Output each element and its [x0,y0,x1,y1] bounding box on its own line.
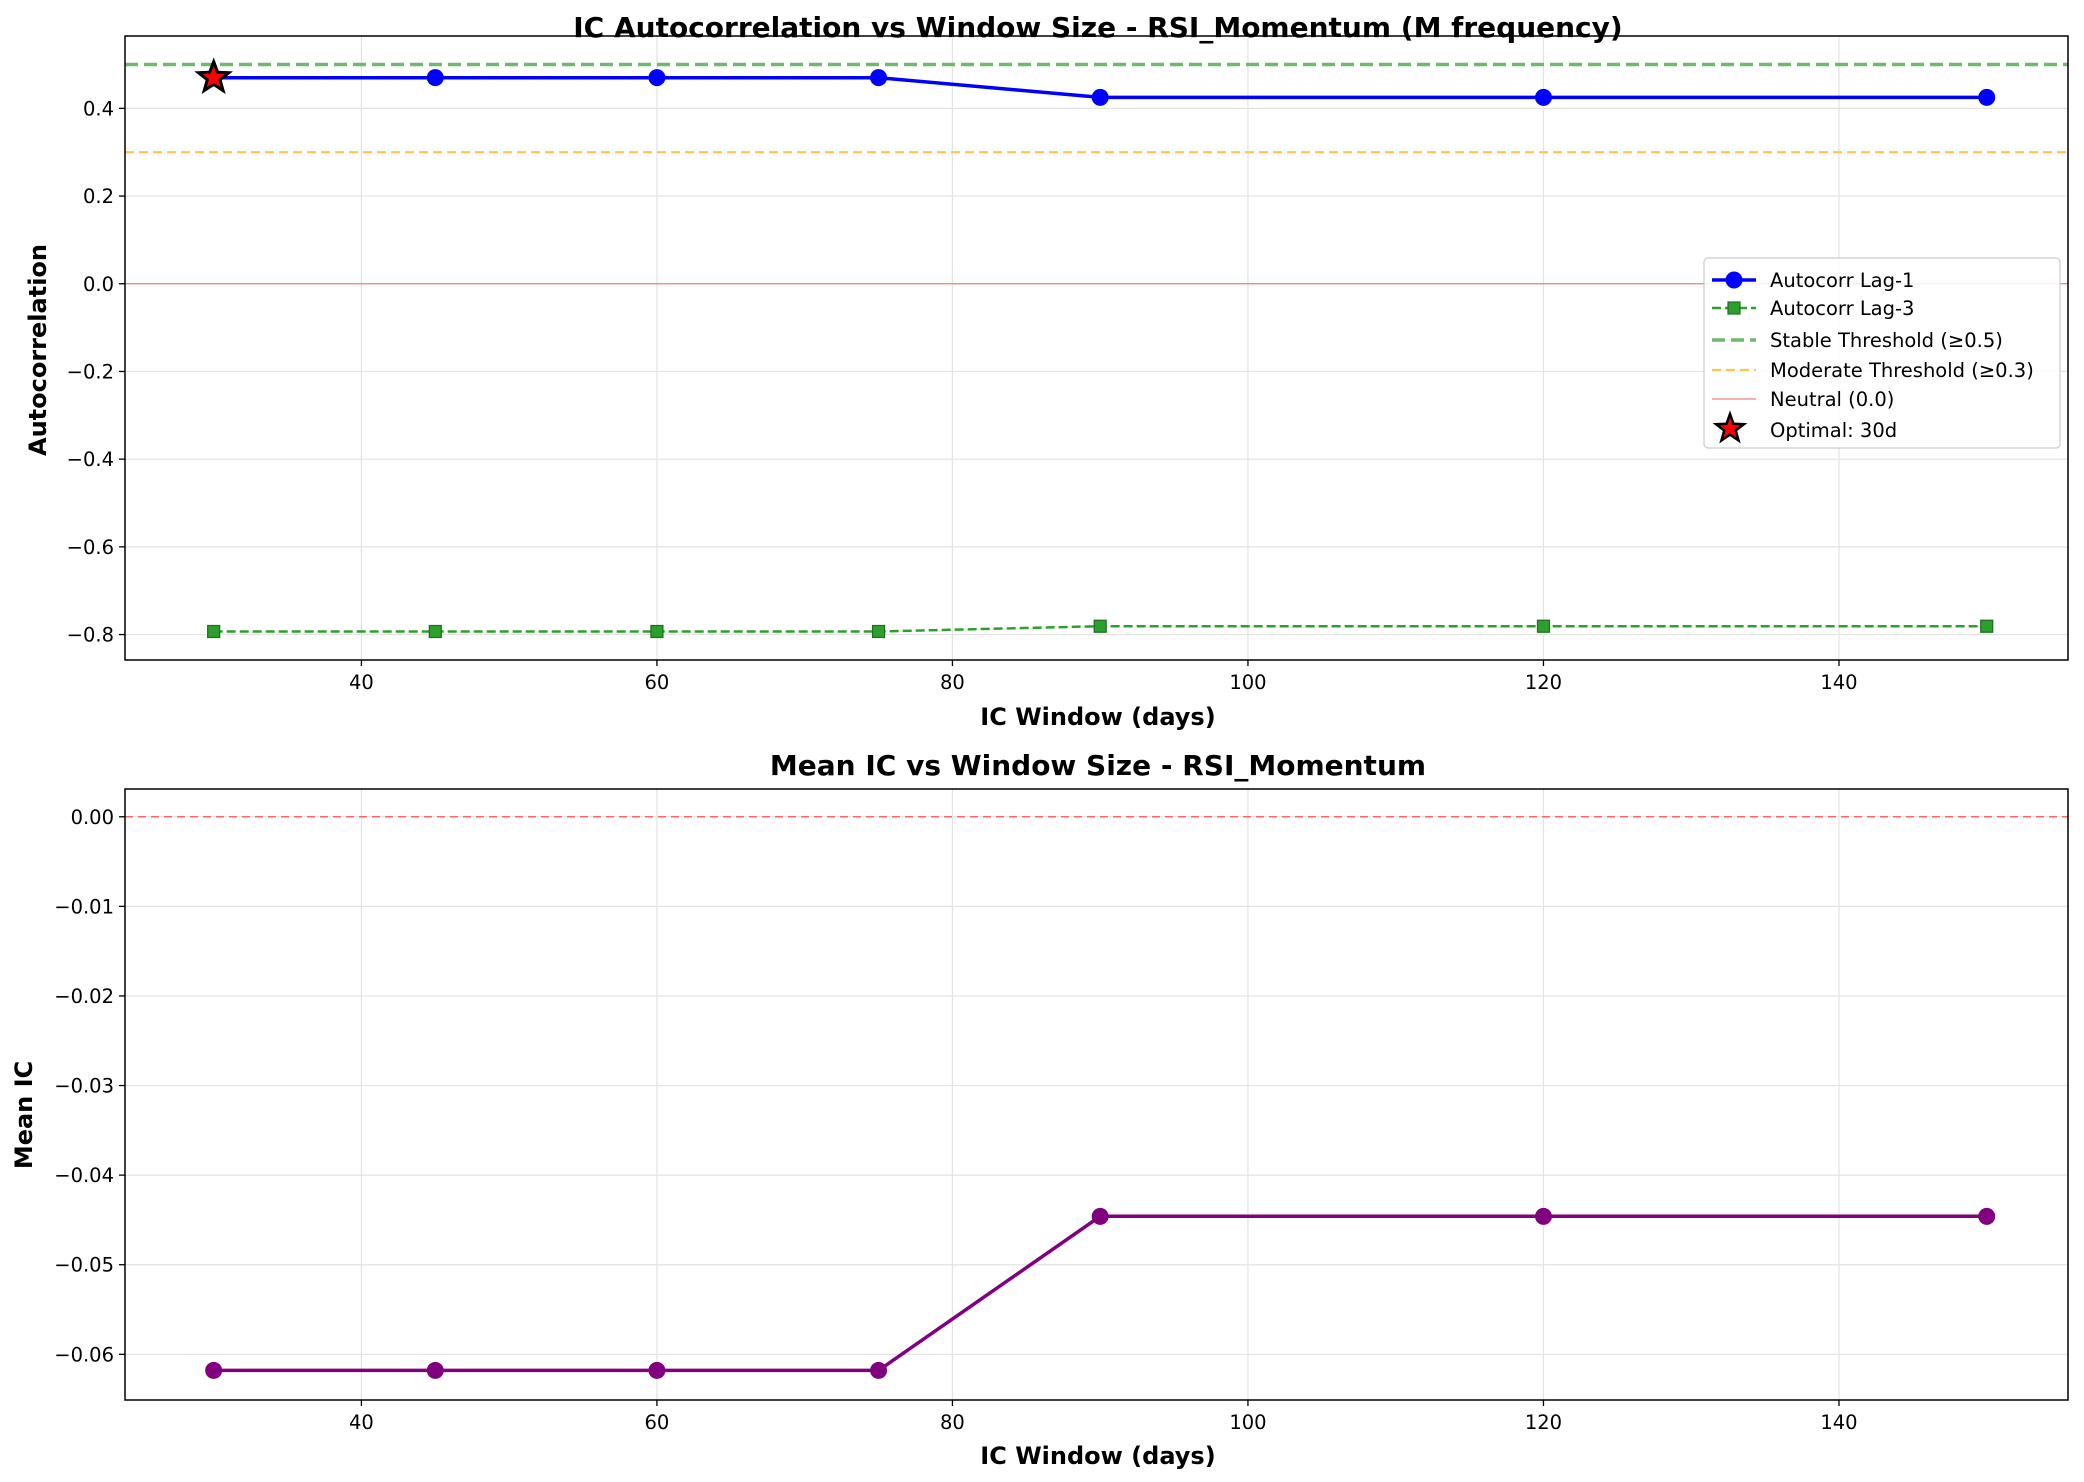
x-tick-label: 80 [940,671,965,694]
y-tick-label: −0.06 [54,1343,114,1366]
y-tick-label: 0.4 [83,97,114,120]
mean-ic-chart: Mean IC vs Window Size - RSI_Momentum IC… [10,749,2069,1470]
data-point [1534,1207,1552,1225]
y-axis-ticks: −0.06 −0.05 −0.04 −0.03 −0.02 −0.01 0.00 [54,806,125,1366]
x-tick-label: 120 [1525,1411,1562,1434]
x-axis-label: IC Window (days) [980,703,1215,731]
x-tick-label: 120 [1525,671,1562,694]
legend-item-neutral: Neutral (0.0) [1712,388,1894,411]
data-point [648,1361,666,1379]
data-point [207,624,221,639]
x-tick-label: 140 [1820,671,1857,694]
data-point [1980,619,1994,633]
optimal-star-marker [194,57,234,95]
y-axis-ticks: −0.8 −0.6 −0.4 −0.2 0.0 0.2 0.4 [67,97,125,647]
data-point [650,624,664,639]
x-axis-ticks: 40 60 80 100 120 140 [349,1400,1858,1434]
grid [125,36,2068,660]
chart-title: Mean IC vs Window Size - RSI_Momentum [770,749,1426,782]
legend-item-moderate-threshold: Moderate Threshold (≥0.3) [1712,359,2034,382]
legend-item-lag3: Autocorr Lag-3 [1712,297,1914,320]
legend-label: Moderate Threshold (≥0.3) [1770,359,2034,382]
y-tick-label: −0.01 [54,895,114,918]
x-tick-label: 40 [349,1411,374,1434]
y-axis-label: Mean IC [10,1061,38,1169]
legend: Autocorr Lag-1 Autocorr Lag-3 Stable Thr… [1703,257,2061,449]
legend-item-lag1: Autocorr Lag-1 [1712,269,1914,292]
legend-item-optimal: Optimal: 30d [1712,410,1897,444]
x-tick-label: 60 [645,671,670,694]
series-1 [207,619,1994,639]
x-tick-label: 80 [940,1411,965,1434]
y-tick-label: −0.4 [67,448,114,471]
data-point [1091,88,1109,106]
y-tick-label: −0.05 [54,1254,114,1277]
series-0 [205,1207,1996,1379]
data-point [871,624,886,639]
y-tick-label: 0.0 [83,273,114,296]
x-axis-label: IC Window (days) [980,1442,1215,1470]
plot-area: 40 60 80 100 120 140 −0.06 −0.05 −0.04 −0.03 −0.02… [54,788,2069,1434]
x-tick-label: 100 [1229,671,1266,694]
chart-title: IC Autocorrelation vs Window Size - RSI_… [573,11,1622,44]
x-tick-label: 40 [349,671,374,694]
y-axis-label: Autocorrelation [24,244,52,456]
legend-label: Autocorr Lag-1 [1770,269,1914,292]
y-tick-label: 0.00 [71,806,114,829]
data-point [870,69,888,87]
y-tick-label: −0.6 [67,536,114,559]
data-point [205,1361,223,1379]
y-tick-label: 0.2 [83,185,114,208]
data-point [1093,619,1107,633]
legend-frame [1703,257,2061,449]
y-tick-label: −0.8 [67,624,114,647]
x-tick-label: 140 [1820,1411,1857,1434]
legend-label: Stable Threshold (≥0.5) [1770,329,2003,352]
data-point [1091,1207,1109,1225]
axes-frame [124,788,2069,1401]
legend-label: Optimal: 30d [1770,419,1897,442]
x-tick-label: 100 [1229,1411,1266,1434]
data-point [648,69,666,87]
data-point [426,69,444,87]
data-point [1536,619,1551,633]
legend-square-marker [1727,301,1741,315]
x-axis-ticks: 40 60 80 100 120 140 [349,660,1858,694]
legend-label: Autocorr Lag-3 [1770,297,1914,320]
y-tick-label: −0.02 [54,985,114,1008]
data-point [426,1361,444,1379]
y-tick-label: −0.03 [54,1075,114,1098]
data-point [428,624,442,639]
axes-frame [124,35,2069,661]
legend-circle-marker [1725,271,1743,289]
y-tick-label: −0.04 [54,1164,114,1187]
x-tick-label: 60 [645,1411,670,1434]
data-point [870,1361,888,1379]
data-point [1534,88,1552,106]
legend-item-stable-threshold: Stable Threshold (≥0.5) [1712,329,2003,352]
legend-label: Neutral (0.0) [1770,388,1894,411]
data-point [1978,88,1996,106]
legend-star-marker [1712,410,1748,444]
data-point [1978,1207,1996,1225]
y-tick-label: −0.2 [67,360,114,383]
